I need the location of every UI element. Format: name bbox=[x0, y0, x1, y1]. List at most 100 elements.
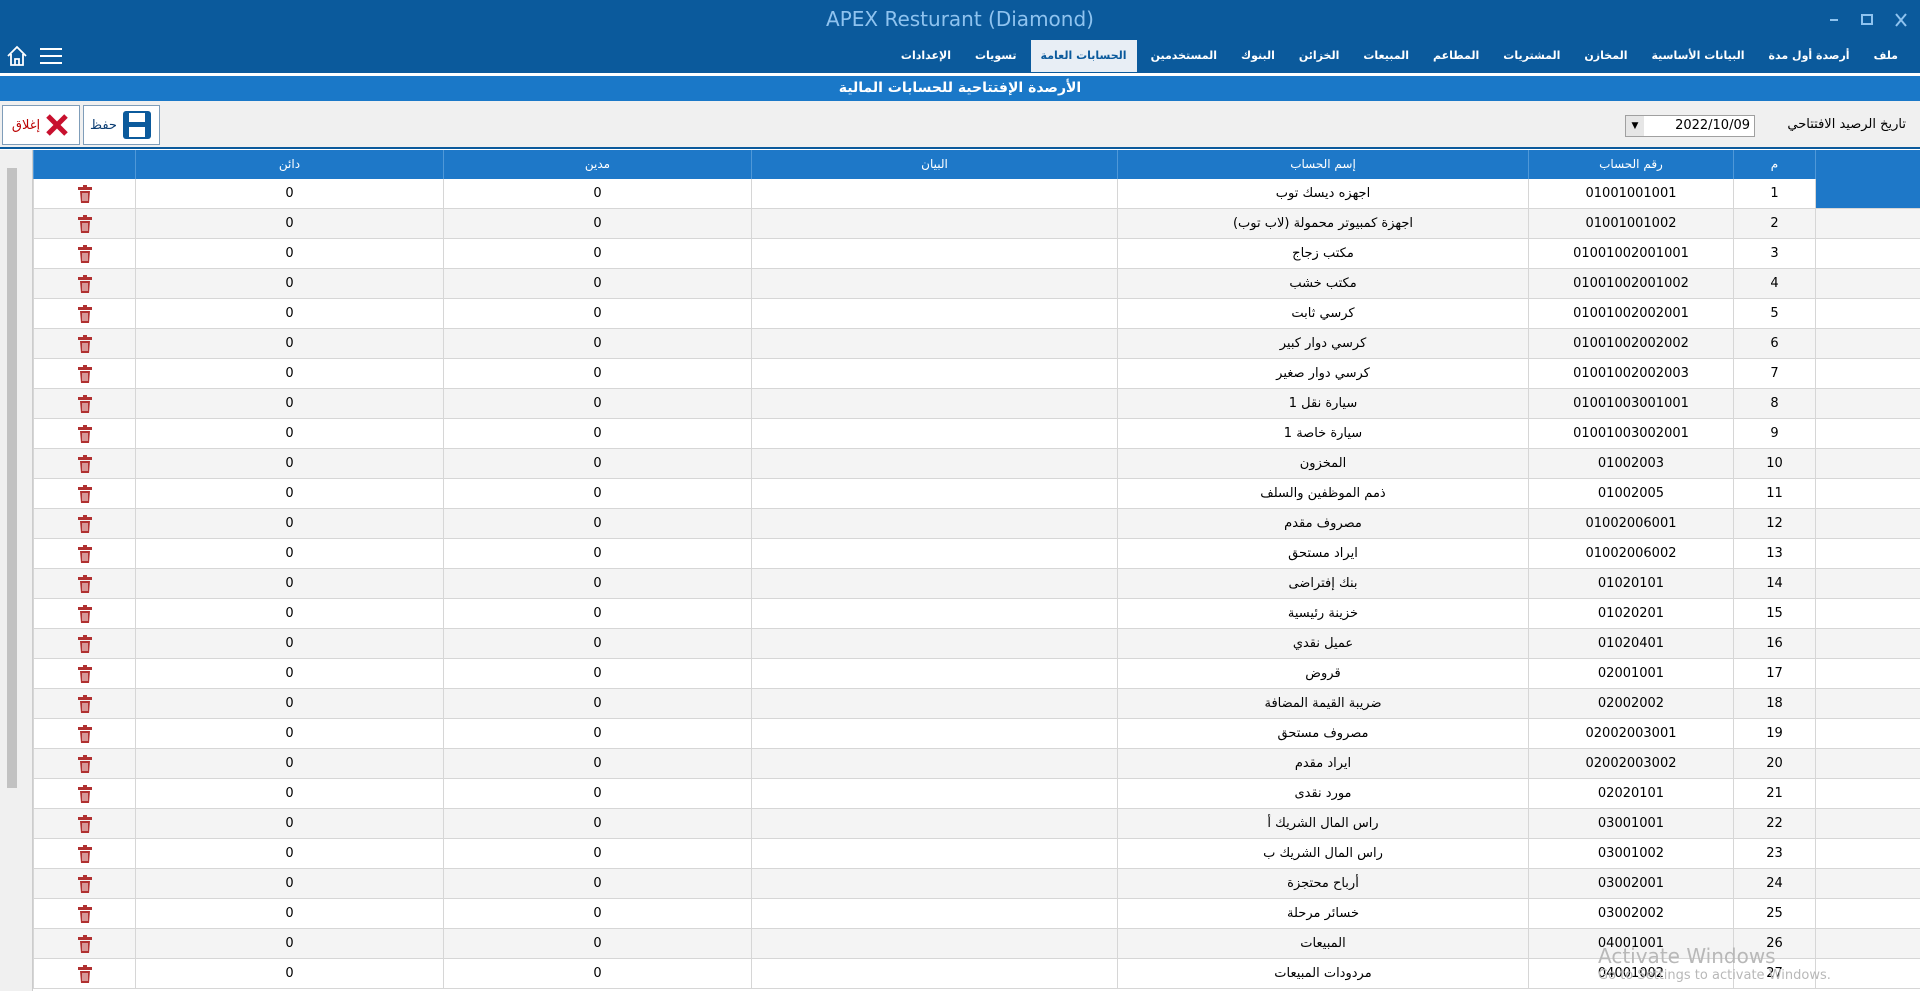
account-name[interactable]: اجهزه ديسك توب bbox=[1117, 179, 1528, 209]
row-number[interactable]: 27 bbox=[1733, 959, 1815, 989]
debit[interactable]: 0 bbox=[443, 629, 751, 659]
delete-icon[interactable] bbox=[77, 244, 93, 263]
debit[interactable]: 0 bbox=[443, 419, 751, 449]
account-code[interactable]: 03002001 bbox=[1528, 869, 1733, 899]
row-selector[interactable] bbox=[1815, 719, 1920, 749]
menu-item[interactable]: المبيعات bbox=[1363, 49, 1410, 62]
credit[interactable]: 0 bbox=[135, 359, 443, 389]
delete-cell[interactable] bbox=[33, 389, 135, 419]
debit[interactable]: 0 bbox=[443, 779, 751, 809]
row-selector[interactable] bbox=[1815, 659, 1920, 689]
account-code[interactable]: 01002005 bbox=[1528, 479, 1733, 509]
row-selector[interactable] bbox=[1815, 899, 1920, 929]
account-code[interactable]: 01020201 bbox=[1528, 599, 1733, 629]
delete-cell[interactable] bbox=[33, 539, 135, 569]
credit[interactable]: 0 bbox=[135, 749, 443, 779]
menu-item[interactable]: المستخدمين bbox=[1150, 49, 1218, 62]
date-picker[interactable]: ▼ 2022/10/09 bbox=[1625, 115, 1755, 137]
row-number[interactable]: 22 bbox=[1733, 809, 1815, 839]
account-name[interactable]: عميل نقدي bbox=[1117, 629, 1528, 659]
row-selector[interactable] bbox=[1815, 749, 1920, 779]
menu-item[interactable]: الحسابات العامة bbox=[1030, 40, 1137, 72]
account-code[interactable]: 01001002002002 bbox=[1528, 329, 1733, 359]
row-number[interactable]: 24 bbox=[1733, 869, 1815, 899]
statement-cell[interactable] bbox=[751, 749, 1117, 779]
delete-cell[interactable] bbox=[33, 419, 135, 449]
account-name[interactable]: أرباح محتجزة bbox=[1117, 869, 1528, 899]
credit[interactable]: 0 bbox=[135, 869, 443, 899]
credit[interactable]: 0 bbox=[135, 509, 443, 539]
account-code[interactable]: 01001001002 bbox=[1528, 209, 1733, 239]
delete-icon[interactable] bbox=[77, 304, 93, 323]
row-selector[interactable] bbox=[1815, 689, 1920, 719]
row-selector[interactable] bbox=[1815, 329, 1920, 359]
row-selector[interactable] bbox=[1815, 569, 1920, 599]
delete-cell[interactable] bbox=[33, 719, 135, 749]
debit[interactable]: 0 bbox=[443, 539, 751, 569]
delete-cell[interactable] bbox=[33, 209, 135, 239]
statement-cell[interactable] bbox=[751, 959, 1117, 989]
account-code[interactable]: 01001001001 bbox=[1528, 179, 1733, 209]
account-name[interactable]: مورد نقدى bbox=[1117, 779, 1528, 809]
column-header[interactable]: مدين bbox=[443, 150, 751, 179]
column-header[interactable]: رقم الحساب bbox=[1528, 150, 1733, 179]
statement-cell[interactable] bbox=[751, 509, 1117, 539]
row-selector[interactable] bbox=[1815, 629, 1920, 659]
delete-cell[interactable] bbox=[33, 329, 135, 359]
delete-cell[interactable] bbox=[33, 479, 135, 509]
debit[interactable]: 0 bbox=[443, 689, 751, 719]
debit[interactable]: 0 bbox=[443, 329, 751, 359]
delete-icon[interactable] bbox=[77, 874, 93, 893]
account-code[interactable]: 01002003 bbox=[1528, 449, 1733, 479]
delete-icon[interactable] bbox=[77, 814, 93, 833]
statement-cell[interactable] bbox=[751, 839, 1117, 869]
statement-cell[interactable] bbox=[751, 569, 1117, 599]
delete-icon[interactable] bbox=[77, 604, 93, 623]
account-name[interactable]: سيارة خاصة 1 bbox=[1117, 419, 1528, 449]
delete-icon[interactable] bbox=[77, 574, 93, 593]
statement-cell[interactable] bbox=[751, 929, 1117, 959]
account-code[interactable]: 02020101 bbox=[1528, 779, 1733, 809]
debit[interactable]: 0 bbox=[443, 569, 751, 599]
dropdown-arrow[interactable]: ▼ bbox=[1626, 116, 1644, 136]
delete-cell[interactable] bbox=[33, 809, 135, 839]
row-selector[interactable] bbox=[1815, 179, 1920, 209]
account-code[interactable]: 01001002001001 bbox=[1528, 239, 1733, 269]
statement-cell[interactable] bbox=[751, 479, 1117, 509]
account-code[interactable]: 04001001 bbox=[1528, 929, 1733, 959]
credit[interactable]: 0 bbox=[135, 899, 443, 929]
statement-cell[interactable] bbox=[751, 599, 1117, 629]
statement-cell[interactable] bbox=[751, 809, 1117, 839]
row-selector[interactable] bbox=[1815, 869, 1920, 899]
credit[interactable]: 0 bbox=[135, 419, 443, 449]
credit[interactable]: 0 bbox=[135, 719, 443, 749]
row-number[interactable]: 23 bbox=[1733, 839, 1815, 869]
delete-icon[interactable] bbox=[77, 184, 93, 203]
account-name[interactable]: خسائر مرحلة bbox=[1117, 899, 1528, 929]
account-code[interactable]: 01001002001002 bbox=[1528, 269, 1733, 299]
account-name[interactable]: مكتب خشب bbox=[1117, 269, 1528, 299]
credit[interactable]: 0 bbox=[135, 839, 443, 869]
credit[interactable]: 0 bbox=[135, 659, 443, 689]
row-selector[interactable] bbox=[1815, 599, 1920, 629]
statement-cell[interactable] bbox=[751, 419, 1117, 449]
account-name[interactable]: ضريبة القيمة المضافة bbox=[1117, 689, 1528, 719]
credit[interactable]: 0 bbox=[135, 269, 443, 299]
debit[interactable]: 0 bbox=[443, 389, 751, 419]
delete-icon[interactable] bbox=[77, 274, 93, 293]
row-selector[interactable] bbox=[1815, 269, 1920, 299]
row-number[interactable]: 20 bbox=[1733, 749, 1815, 779]
credit[interactable]: 0 bbox=[135, 959, 443, 989]
account-name[interactable]: ذمم الموظفين والسلف bbox=[1117, 479, 1528, 509]
account-name[interactable]: كرسي دوار صغير bbox=[1117, 359, 1528, 389]
debit[interactable]: 0 bbox=[443, 299, 751, 329]
row-number[interactable]: 11 bbox=[1733, 479, 1815, 509]
delete-icon[interactable] bbox=[77, 724, 93, 743]
account-code[interactable]: 03001002 bbox=[1528, 839, 1733, 869]
credit[interactable]: 0 bbox=[135, 929, 443, 959]
account-code[interactable]: 01020401 bbox=[1528, 629, 1733, 659]
credit[interactable]: 0 bbox=[135, 809, 443, 839]
delete-icon[interactable] bbox=[77, 694, 93, 713]
debit[interactable]: 0 bbox=[443, 509, 751, 539]
account-name[interactable]: ايراد مستحق bbox=[1117, 539, 1528, 569]
